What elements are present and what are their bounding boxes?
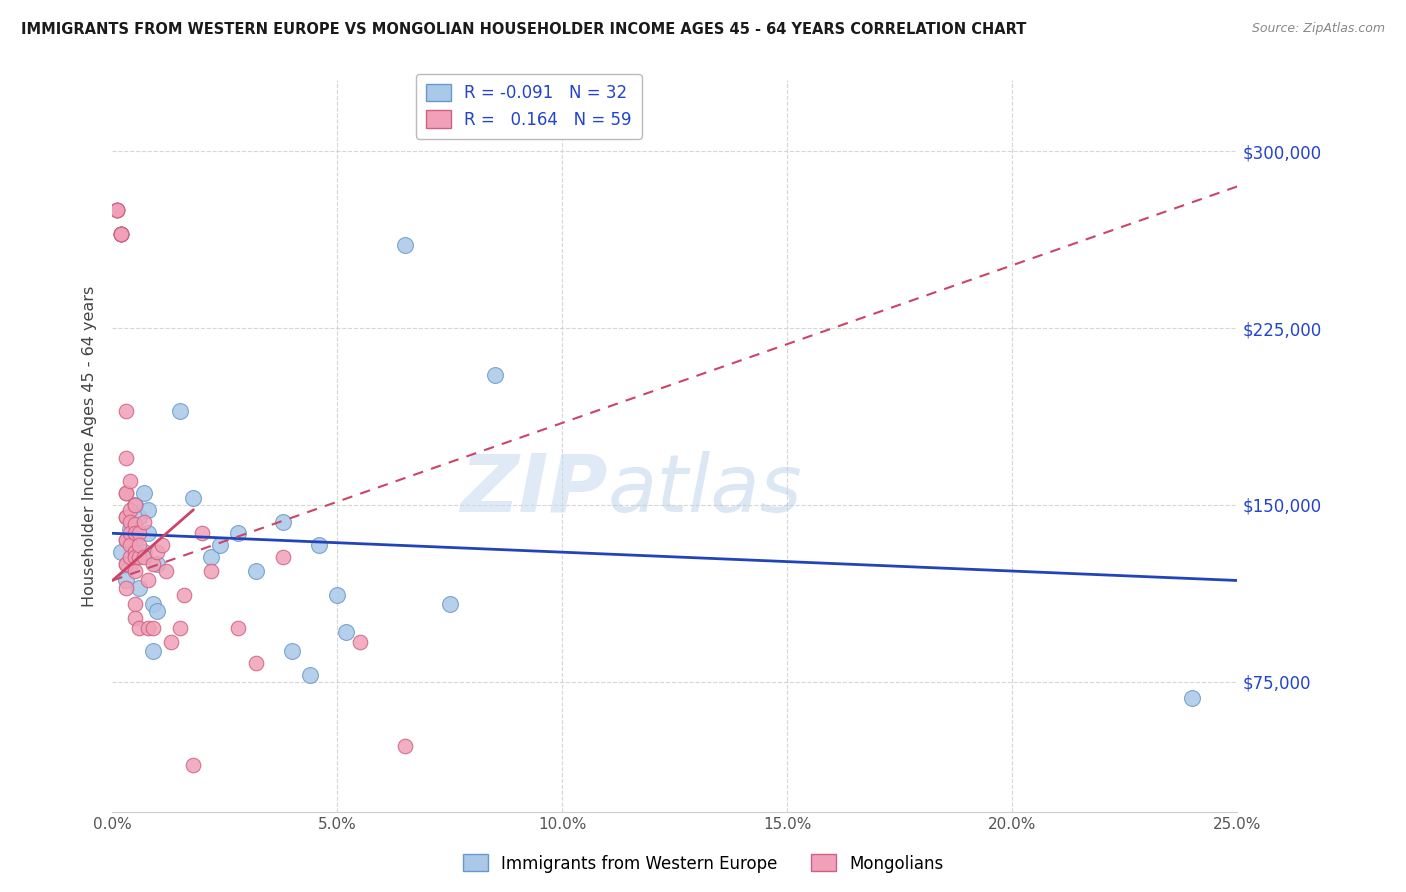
Point xyxy=(169,621,191,635)
Point xyxy=(273,515,295,529)
Point xyxy=(146,557,169,571)
Point xyxy=(110,545,132,559)
Point xyxy=(110,227,132,241)
Point xyxy=(115,509,138,524)
Point xyxy=(146,604,169,618)
Legend: Immigrants from Western Europe, Mongolians: Immigrants from Western Europe, Mongolia… xyxy=(456,847,950,880)
Point xyxy=(124,516,146,531)
Point xyxy=(299,668,322,682)
Point xyxy=(138,621,160,635)
Point xyxy=(124,597,146,611)
Point xyxy=(124,549,146,564)
Point xyxy=(142,557,165,571)
Point xyxy=(150,538,173,552)
Point xyxy=(209,538,232,552)
Point xyxy=(115,557,138,571)
Point xyxy=(335,625,357,640)
Point xyxy=(124,526,146,541)
Text: ZIP: ZIP xyxy=(460,450,607,529)
Point xyxy=(128,526,150,541)
Point xyxy=(200,549,222,564)
Point xyxy=(115,574,138,588)
Point xyxy=(115,581,138,595)
Point xyxy=(155,564,177,578)
Point xyxy=(105,202,128,217)
Point xyxy=(120,557,142,571)
Point xyxy=(146,545,169,559)
Point xyxy=(120,526,142,541)
Point xyxy=(120,475,142,489)
Point xyxy=(132,486,155,500)
Point xyxy=(142,644,165,658)
Point xyxy=(169,403,191,417)
Legend: R = -0.091   N = 32, R =   0.164   N = 59: R = -0.091 N = 32, R = 0.164 N = 59 xyxy=(416,74,641,138)
Point xyxy=(115,403,138,417)
Text: atlas: atlas xyxy=(607,450,803,529)
Point xyxy=(160,635,183,649)
Text: Source: ZipAtlas.com: Source: ZipAtlas.com xyxy=(1251,22,1385,36)
Point xyxy=(183,491,205,505)
Point xyxy=(115,557,138,571)
Point xyxy=(124,498,146,512)
Point xyxy=(115,486,138,500)
Point xyxy=(128,549,150,564)
Point xyxy=(115,450,138,465)
Point xyxy=(105,202,128,217)
Point xyxy=(124,545,146,559)
Point xyxy=(138,526,160,541)
Point xyxy=(138,574,160,588)
Point xyxy=(484,368,506,383)
Point xyxy=(228,621,250,635)
Point xyxy=(439,597,461,611)
Point xyxy=(110,227,132,241)
Point xyxy=(128,621,150,635)
Point xyxy=(110,227,132,241)
Point xyxy=(191,526,214,541)
Point xyxy=(273,549,295,564)
Point xyxy=(394,238,416,252)
Point xyxy=(115,533,138,548)
Point xyxy=(124,498,146,512)
Point xyxy=(132,515,155,529)
Point xyxy=(120,522,142,536)
Point xyxy=(105,202,128,217)
Point xyxy=(132,549,155,564)
Y-axis label: Householder Income Ages 45 - 64 years: Householder Income Ages 45 - 64 years xyxy=(82,285,97,607)
Point xyxy=(228,526,250,541)
Point xyxy=(1181,691,1204,706)
Point xyxy=(124,533,146,548)
Point xyxy=(200,564,222,578)
Point xyxy=(120,515,142,529)
Point xyxy=(110,227,132,241)
Point xyxy=(132,545,155,559)
Point xyxy=(115,486,138,500)
Point xyxy=(128,581,150,595)
Point xyxy=(245,656,267,670)
Point xyxy=(183,757,205,772)
Point xyxy=(308,538,330,552)
Point xyxy=(115,509,138,524)
Point xyxy=(142,597,165,611)
Point xyxy=(120,549,142,564)
Point xyxy=(105,202,128,217)
Point xyxy=(120,502,142,516)
Point xyxy=(128,509,150,524)
Point xyxy=(138,502,160,516)
Point xyxy=(128,538,150,552)
Point xyxy=(349,635,371,649)
Text: IMMIGRANTS FROM WESTERN EUROPE VS MONGOLIAN HOUSEHOLDER INCOME AGES 45 - 64 YEAR: IMMIGRANTS FROM WESTERN EUROPE VS MONGOL… xyxy=(21,22,1026,37)
Point xyxy=(245,564,267,578)
Point xyxy=(281,644,304,658)
Point xyxy=(124,564,146,578)
Point xyxy=(110,227,132,241)
Point xyxy=(394,739,416,753)
Point xyxy=(326,588,349,602)
Point xyxy=(142,621,165,635)
Point xyxy=(115,533,138,548)
Point xyxy=(120,538,142,552)
Point xyxy=(124,611,146,625)
Point xyxy=(110,227,132,241)
Point xyxy=(173,588,195,602)
